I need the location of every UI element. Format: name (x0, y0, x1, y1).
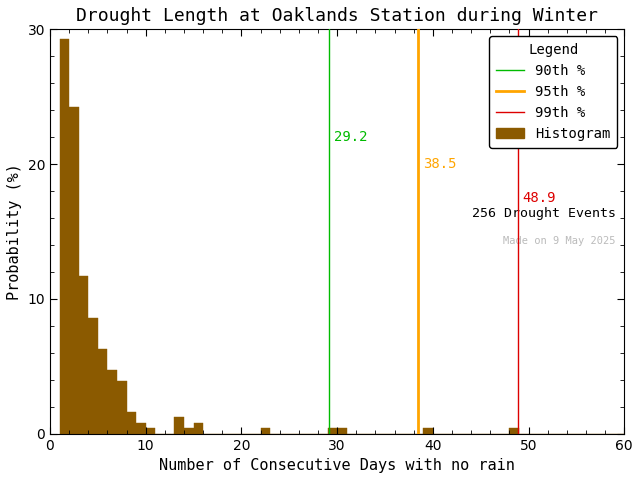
Legend: 90th %, 95th %, 99th %, Histogram: 90th %, 95th %, 99th %, Histogram (489, 36, 618, 148)
Bar (337, 428, 347, 433)
Text: Made on 9 May 2025: Made on 9 May 2025 (503, 236, 616, 245)
Bar (79, 276, 88, 433)
Bar (60, 39, 69, 433)
Text: 48.9: 48.9 (523, 191, 556, 205)
Bar (108, 370, 117, 433)
Bar (423, 428, 433, 433)
Bar (328, 428, 337, 433)
Bar (509, 428, 519, 433)
Y-axis label: Probability (%): Probability (%) (7, 163, 22, 300)
Text: 256 Drought Events: 256 Drought Events (472, 207, 616, 220)
Text: 38.5: 38.5 (423, 157, 457, 171)
Bar (175, 418, 184, 433)
Bar (136, 423, 146, 433)
Bar (127, 412, 136, 433)
Bar (146, 428, 156, 433)
Bar (117, 381, 127, 433)
Bar (184, 428, 193, 433)
Bar (260, 428, 270, 433)
X-axis label: Number of Consecutive Days with no rain: Number of Consecutive Days with no rain (159, 458, 515, 473)
Text: 29.2: 29.2 (334, 131, 368, 144)
Bar (88, 318, 98, 433)
Bar (69, 108, 79, 433)
Bar (193, 423, 203, 433)
Title: Drought Length at Oaklands Station during Winter: Drought Length at Oaklands Station durin… (76, 7, 598, 25)
Bar (98, 349, 108, 433)
